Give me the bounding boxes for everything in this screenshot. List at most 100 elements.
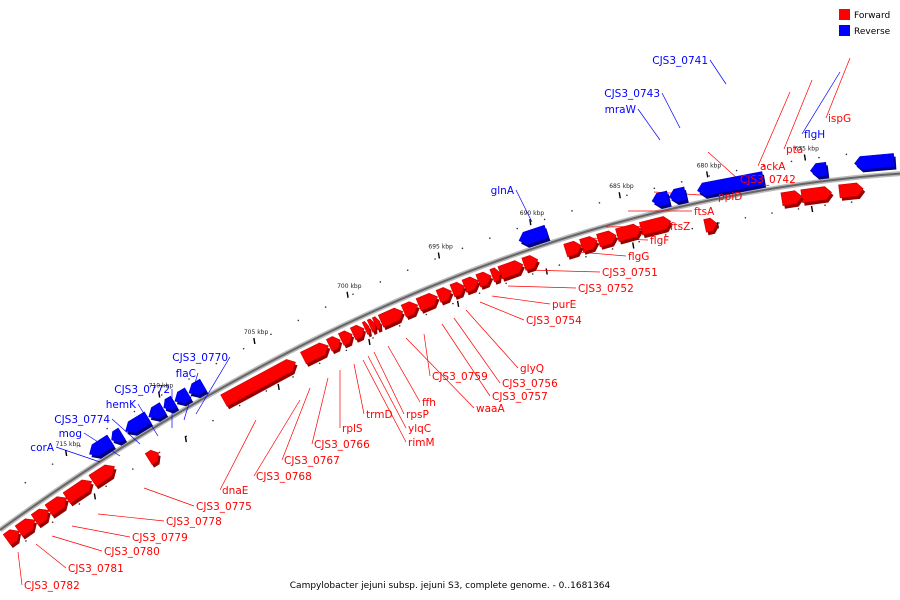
gene-label[interactable]: waaA [476, 403, 505, 415]
gene-CJS3_0780[interactable] [44, 496, 69, 519]
gene-CJS3_0775[interactable] [144, 449, 161, 468]
gene-label[interactable]: CJS3_0751 [602, 267, 658, 279]
gene-label[interactable]: pta [786, 144, 803, 156]
gene-CJS3_0752[interactable] [497, 260, 525, 282]
gene-label[interactable]: CJS3_0766 [314, 439, 370, 451]
gene-CJS3_0742[interactable] [703, 217, 719, 236]
gene-CJS3_0743[interactable] [668, 186, 689, 205]
gene-label[interactable]: purE [552, 299, 576, 311]
gene-label[interactable]: CJS3_0742 [740, 174, 796, 186]
gene-label[interactable]: mraW [605, 104, 637, 116]
gene-label[interactable]: mog [59, 428, 82, 440]
minor-tick [543, 218, 546, 221]
gene-CJS3_0774[interactable] [125, 411, 154, 436]
gene-label[interactable]: ppiD [718, 191, 742, 203]
gene-mraW[interactable] [651, 190, 672, 209]
gene-ylqC[interactable] [366, 318, 378, 335]
gene-CJS3_0757[interactable] [435, 287, 454, 306]
gene-CJS3_0741[interactable] [697, 171, 767, 199]
gene-CJS3_0779[interactable] [62, 479, 94, 507]
gene-label[interactable]: CJS3_0770 [172, 352, 228, 364]
gene-rimM[interactable] [361, 321, 372, 338]
leader-line [479, 301, 525, 321]
gene-CJS3_0770[interactable] [188, 378, 209, 399]
gene-label[interactable]: dnaE [222, 485, 248, 497]
gene-flaC[interactable] [174, 387, 194, 407]
gene-CJS3_0782[interactable] [14, 518, 37, 540]
gene-CJS3_0782b[interactable] [2, 529, 21, 548]
gene-label[interactable]: ylqC [408, 423, 431, 435]
gene-glnA[interactable] [518, 224, 551, 248]
gene-pta[interactable] [800, 186, 834, 206]
gene-label[interactable]: CJS3_0757 [492, 391, 548, 403]
gene-label[interactable]: trmD [366, 409, 393, 421]
minor-tick [265, 390, 268, 392]
gene-purE[interactable] [489, 267, 503, 285]
gene-label[interactable]: glnA [491, 185, 515, 197]
major-tick [346, 291, 349, 298]
gene-label[interactable]: hemK [106, 399, 137, 411]
gene-CJS3_0778[interactable] [88, 464, 117, 490]
minor-tick [379, 281, 382, 283]
gene-label[interactable]: flgH [804, 129, 825, 141]
gene-label[interactable]: CJS3_0782 [24, 580, 80, 592]
gene-flgH[interactable] [809, 161, 830, 180]
gene-label[interactable]: CJS3_0741 [652, 55, 708, 67]
gene-label[interactable]: CJS3_0768 [256, 471, 312, 483]
leader-line [71, 525, 131, 538]
gene-label[interactable]: rplS [342, 423, 363, 435]
gene-trmD[interactable] [349, 324, 366, 343]
gene-label[interactable]: CJS3_0775 [196, 501, 252, 513]
gene-label[interactable]: CJS3_0780 [104, 546, 160, 558]
gene-label[interactable]: CJS3_0774 [54, 414, 110, 426]
gene-label[interactable]: glyQ [520, 363, 544, 375]
leader-line [709, 59, 727, 85]
gene-label[interactable]: CJS3_0759 [432, 371, 488, 383]
gene-ffh[interactable] [377, 307, 405, 331]
gene-glyQ[interactable] [461, 276, 481, 296]
gene-CJS3_0767[interactable] [300, 342, 331, 367]
gene-reverse-extra[interactable] [854, 153, 897, 173]
gene-flgF[interactable] [579, 236, 600, 255]
gene-flgG[interactable] [563, 240, 584, 260]
gene-ftsZ[interactable] [596, 230, 619, 250]
gene-label[interactable]: ackA [760, 161, 786, 173]
gene-label[interactable]: CJS3_0781 [68, 563, 124, 575]
gene-label[interactable]: flgG [628, 251, 649, 263]
gene-label[interactable]: rpsP [406, 409, 429, 421]
gene-label[interactable]: corA [30, 442, 55, 454]
gene-label[interactable]: ispG [828, 113, 851, 125]
gene-CJS3_0772[interactable] [163, 395, 180, 414]
legend-forward-label: Forward [854, 11, 890, 21]
gene-label[interactable]: CJS3_0754 [526, 315, 582, 327]
gene-label[interactable]: CJS3_0743 [604, 88, 660, 100]
gene-label[interactable]: CJS3_0756 [502, 378, 558, 390]
gene-waaA[interactable] [400, 301, 420, 320]
gene-label[interactable]: ftsA [694, 206, 715, 218]
gene-ppiD[interactable] [639, 216, 673, 239]
gene-corA[interactable] [89, 434, 117, 459]
gene-ackA[interactable] [780, 190, 804, 209]
gene-label[interactable]: CJS3_0779 [132, 532, 188, 544]
gene-CJS3_0756[interactable] [449, 281, 467, 300]
gene-label[interactable]: ffh [422, 397, 436, 409]
gene-hemK[interactable] [148, 402, 169, 422]
gene-CJS3_0766[interactable] [325, 336, 343, 355]
gene-label[interactable]: flaC [176, 368, 196, 380]
gene-dnaE[interactable] [220, 359, 298, 410]
gene-mog[interactable] [111, 427, 128, 446]
gene-label[interactable]: CJS3_0778 [166, 516, 222, 528]
gene-label[interactable]: flgF [650, 235, 669, 247]
gene-label[interactable]: rimM [408, 437, 435, 449]
gene-label[interactable]: ftsZ [670, 221, 690, 233]
gene-CJS3_0751[interactable] [521, 255, 540, 274]
gene-label[interactable]: CJS3_0752 [578, 283, 634, 295]
gene-CJS3_0759[interactable] [415, 292, 440, 314]
gene-ftsA[interactable] [615, 223, 644, 245]
gene-label[interactable]: CJS3_0772 [114, 384, 170, 396]
gene-rplS[interactable] [338, 330, 355, 349]
gene-ispG[interactable] [838, 182, 866, 201]
gene-CJS3_0781[interactable] [30, 508, 51, 529]
gene-label[interactable]: CJS3_0767 [284, 455, 340, 467]
leader-line [353, 363, 365, 415]
